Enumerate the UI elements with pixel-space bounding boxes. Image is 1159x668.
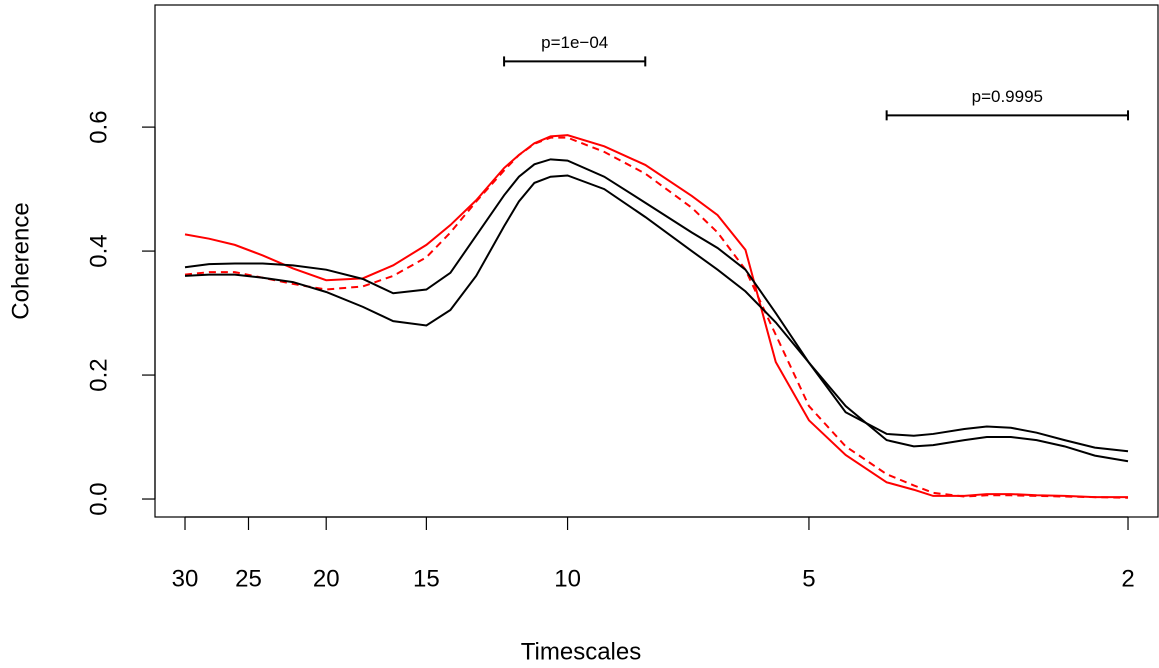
y-tick-label: 0.0 xyxy=(85,482,112,515)
y-tick-label: 0.4 xyxy=(85,234,112,267)
x-axis-label: Timescales xyxy=(521,638,641,665)
x-tick-label: 20 xyxy=(313,565,340,592)
x-tick-label: 30 xyxy=(172,565,199,592)
x-tick-label: 2 xyxy=(1121,565,1134,592)
annotation-text: p=1e−04 xyxy=(541,33,608,52)
plot-box xyxy=(154,4,1159,518)
y-tick-label: 0.2 xyxy=(85,358,112,391)
series-line xyxy=(184,174,1129,463)
series-line xyxy=(184,134,1129,499)
series-line xyxy=(184,136,1129,499)
y-axis-label: Coherence xyxy=(7,202,34,319)
series-line xyxy=(184,158,1129,453)
y-tick-label: 0.6 xyxy=(85,110,112,143)
x-tick-label: 5 xyxy=(802,565,815,592)
x-tick-label: 15 xyxy=(413,565,440,592)
x-tick-label: 10 xyxy=(554,565,581,592)
annotation-text: p=0.9995 xyxy=(972,87,1043,106)
x-tick-label: 25 xyxy=(235,565,262,592)
